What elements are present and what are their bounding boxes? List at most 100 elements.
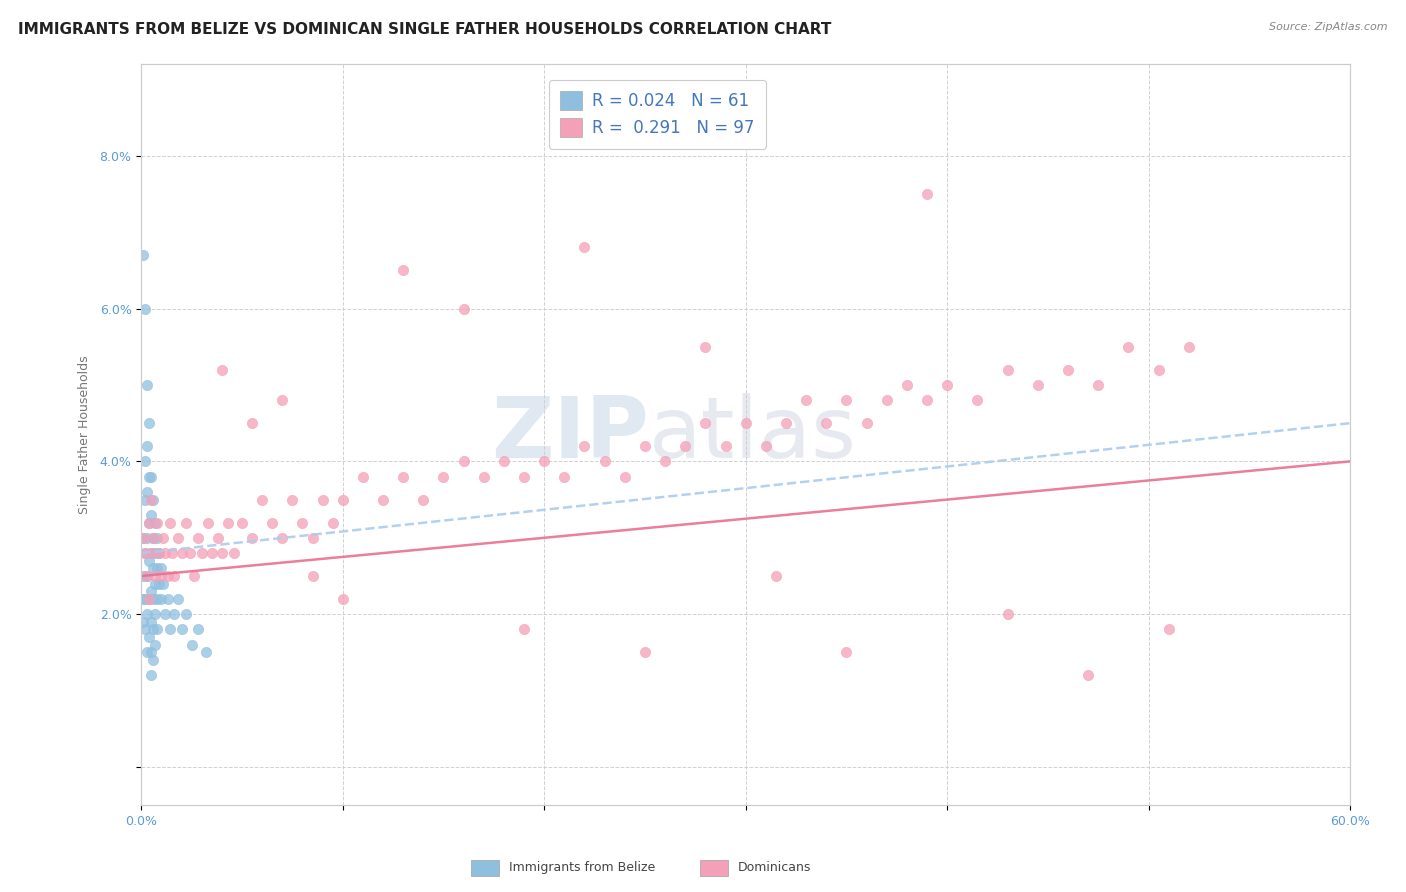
Point (159, 516, 181, 530)
Text: Dominicans: Dominicans (738, 862, 811, 874)
Point (695, 416, 717, 430)
Point (138, 469, 160, 483)
Point (136, 645, 159, 659)
Point (142, 591, 165, 606)
Point (170, 546, 193, 560)
Point (134, 591, 156, 606)
Point (997, 362, 1019, 376)
Point (134, 623, 156, 637)
Point (145, 516, 167, 530)
Legend: R = 0.024   N = 61, R =  0.291   N = 97: R = 0.024 N = 61, R = 0.291 N = 97 (548, 79, 766, 149)
Point (146, 516, 169, 530)
Point (794, 393, 817, 408)
Point (453, 301, 475, 316)
Point (371, 492, 394, 507)
Point (322, 516, 344, 530)
Point (654, 454, 676, 468)
Point (134, 301, 156, 316)
Point (187, 623, 209, 637)
Point (896, 378, 918, 392)
Point (132, 591, 155, 606)
Point (132, 531, 155, 545)
Point (187, 531, 209, 545)
Point (553, 469, 575, 483)
Point (166, 591, 188, 606)
Y-axis label: Single Father Households: Single Father Households (79, 355, 91, 514)
Point (145, 607, 167, 622)
Point (179, 546, 201, 560)
Point (136, 531, 159, 545)
Point (170, 623, 193, 637)
Text: ZIP: ZIP (491, 393, 650, 476)
Point (134, 546, 156, 560)
Point (262, 516, 284, 530)
Point (142, 623, 165, 637)
Point (180, 638, 202, 652)
Point (162, 569, 184, 583)
Point (533, 454, 555, 468)
Point (1147, 362, 1170, 376)
Point (197, 516, 219, 530)
Point (150, 591, 173, 606)
Point (835, 645, 858, 659)
Point (211, 362, 233, 376)
Point (132, 248, 155, 262)
Point (142, 492, 165, 507)
Point (142, 531, 165, 545)
Point (876, 393, 898, 408)
Point (148, 576, 170, 591)
Point (146, 623, 169, 637)
Text: Source: ZipAtlas.com: Source: ZipAtlas.com (1270, 22, 1388, 32)
Point (574, 439, 596, 453)
Point (250, 492, 273, 507)
Point (155, 607, 177, 622)
Point (513, 623, 536, 637)
Point (240, 416, 263, 430)
Point (141, 584, 163, 599)
Point (145, 576, 167, 591)
Point (207, 531, 229, 545)
Point (136, 569, 159, 583)
Point (146, 591, 169, 606)
Point (765, 569, 787, 583)
Point (142, 653, 165, 667)
Point (141, 546, 163, 560)
Point (136, 378, 159, 392)
Point (1026, 378, 1049, 392)
Point (132, 615, 155, 629)
Point (332, 492, 354, 507)
Point (301, 569, 323, 583)
Point (966, 393, 988, 408)
Point (291, 516, 314, 530)
Point (634, 439, 657, 453)
Point (136, 607, 159, 622)
Point (1057, 362, 1080, 376)
Point (162, 607, 184, 622)
Point (134, 492, 156, 507)
Point (134, 546, 156, 560)
Point (183, 569, 205, 583)
Point (271, 393, 294, 408)
Point (222, 546, 245, 560)
Point (695, 340, 717, 354)
Point (138, 630, 160, 644)
Point (148, 546, 170, 560)
Point (855, 416, 877, 430)
Point (271, 531, 294, 545)
Point (142, 561, 165, 575)
Point (141, 615, 163, 629)
Point (145, 638, 167, 652)
Point (145, 569, 167, 583)
Point (145, 546, 167, 560)
Point (152, 576, 174, 591)
Point (148, 546, 170, 560)
Point (1157, 623, 1180, 637)
Point (138, 554, 160, 568)
Point (141, 668, 163, 682)
Point (136, 439, 159, 453)
Point (160, 546, 183, 560)
Point (132, 569, 155, 583)
Point (472, 469, 495, 483)
Point (936, 378, 959, 392)
Point (412, 492, 434, 507)
